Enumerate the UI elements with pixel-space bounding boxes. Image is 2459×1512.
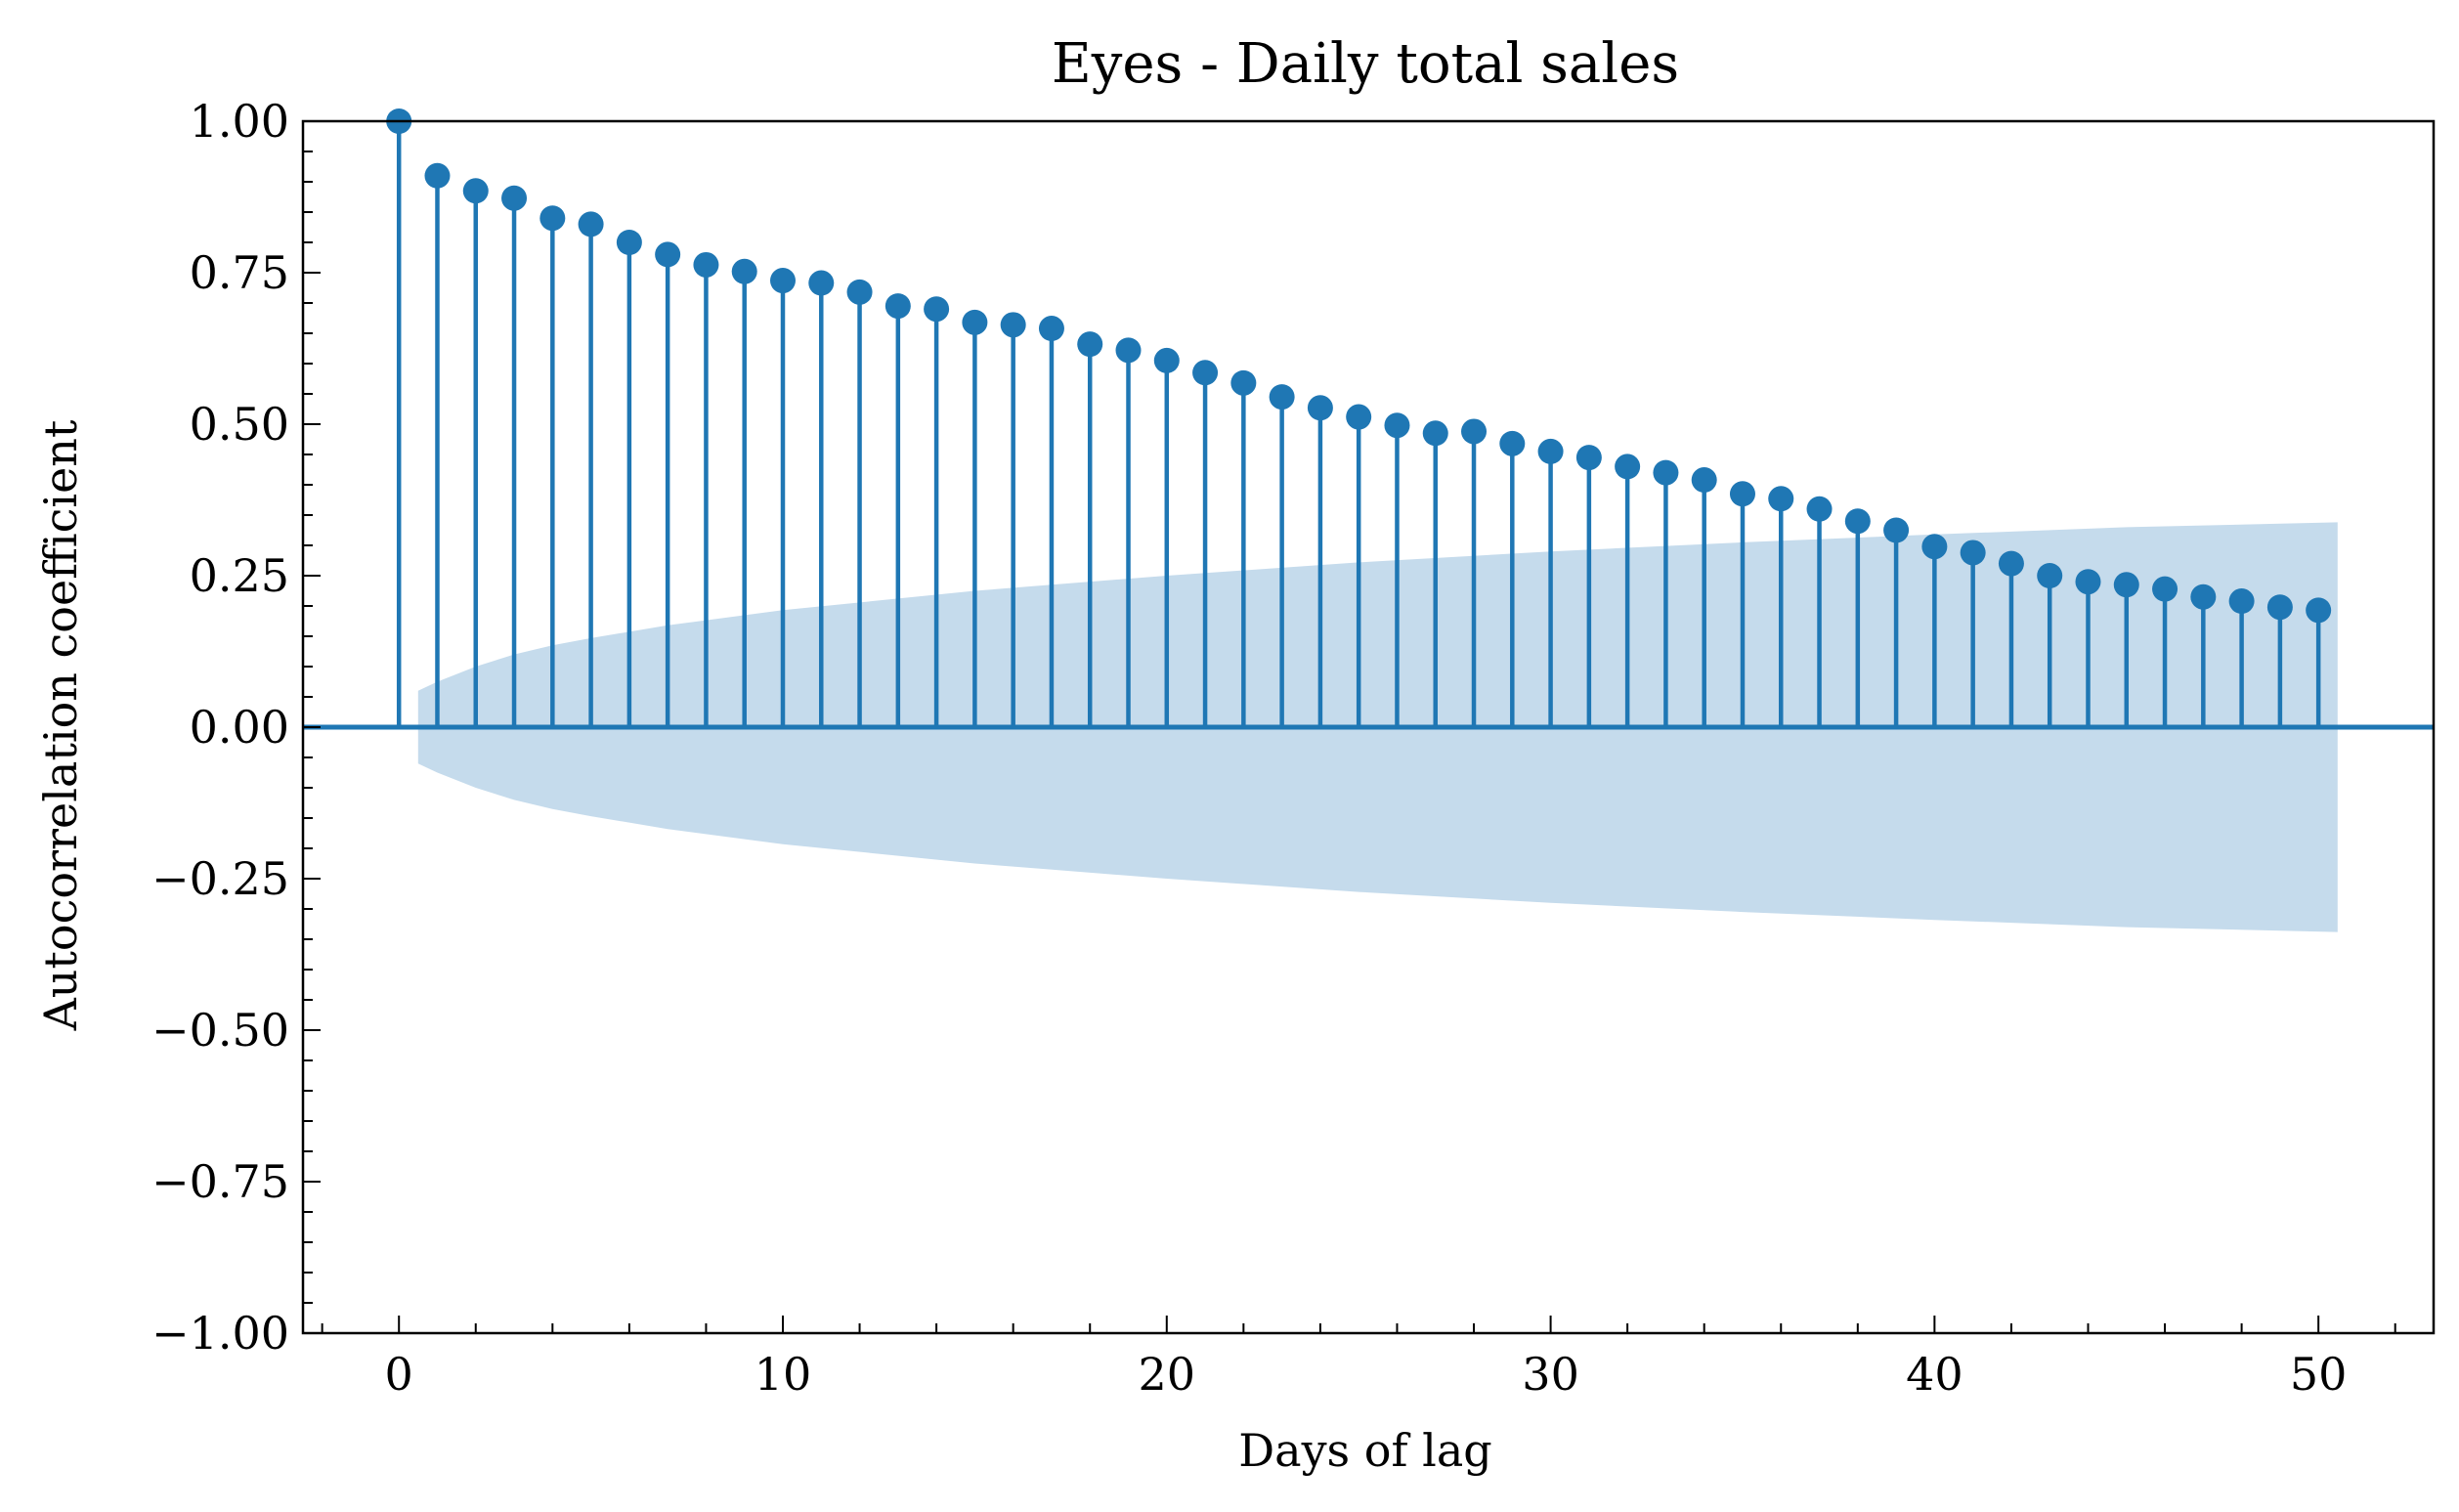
marker-lag-46	[2152, 576, 2179, 602]
x-tick-label: 10	[755, 1348, 812, 1401]
chart-title: Eyes - Daily total sales	[1052, 32, 1679, 96]
marker-lag-43	[2037, 563, 2063, 588]
y-axis-label: Autocorrelation coefficient	[34, 419, 87, 1031]
x-tick-labels: 0 10 20 30 40 50	[385, 1348, 2348, 1401]
marker-lag-42	[1998, 550, 2024, 577]
marker-lag-28	[1461, 418, 1488, 445]
marker-lag-32	[1615, 454, 1641, 480]
marker-lag-16	[1000, 312, 1026, 338]
marker-lag-1	[424, 162, 451, 189]
marker-lag-26	[1384, 412, 1410, 439]
x-tick-label: 0	[385, 1348, 413, 1401]
marker-lag-48	[2228, 588, 2255, 615]
marker-lag-4	[539, 205, 566, 232]
marker-lag-3	[501, 185, 528, 211]
marker-lag-39	[1883, 517, 1910, 543]
marker-lag-10	[769, 268, 796, 294]
marker-lag-7	[655, 241, 681, 268]
x-tick-label: 20	[1139, 1348, 1196, 1401]
marker-lag-17	[1038, 316, 1064, 342]
marker-lag-25	[1346, 404, 1372, 430]
y-tick-label: 0.00	[190, 701, 289, 754]
marker-lag-35	[1729, 481, 1755, 507]
marker-lag-24	[1307, 395, 1333, 421]
marker-lag-41	[1960, 540, 1986, 566]
marker-lag-33	[1653, 459, 1679, 486]
y-tick-label: 1.00	[190, 95, 289, 148]
marker-lag-29	[1499, 430, 1526, 456]
x-tick-label: 40	[1906, 1348, 1963, 1401]
marker-lag-37	[1806, 496, 1833, 522]
y-tick-label: 0.25	[190, 549, 289, 602]
marker-lag-22	[1230, 369, 1257, 396]
marker-lag-20	[1153, 347, 1180, 373]
marker-lag-30	[1537, 438, 1564, 464]
marker-lag-19	[1115, 337, 1142, 364]
marker-lag-21	[1192, 360, 1219, 386]
y-tick-label: −0.25	[151, 852, 289, 905]
marker-lag-36	[1768, 486, 1794, 512]
x-tick-label: 30	[1522, 1348, 1579, 1401]
marker-lag-38	[1844, 508, 1871, 535]
marker-lag-27	[1422, 420, 1448, 447]
marker-lag-34	[1691, 467, 1717, 494]
markers-layer	[386, 108, 2332, 624]
marker-lag-15	[962, 309, 988, 335]
marker-lag-13	[884, 293, 911, 320]
marker-lag-31	[1575, 445, 1602, 471]
y-tick-label: −1.00	[151, 1307, 289, 1360]
y-tick-label: 0.75	[190, 246, 289, 299]
y-tick-label: 0.50	[190, 398, 289, 451]
marker-lag-44	[2075, 569, 2101, 595]
marker-lag-5	[578, 211, 604, 238]
marker-lag-23	[1269, 384, 1295, 410]
marker-lag-18	[1077, 331, 1103, 358]
marker-lag-50	[2306, 597, 2332, 624]
stems-layer	[396, 121, 2321, 727]
marker-lag-40	[1921, 534, 1948, 560]
y-tick-label: −0.50	[151, 1004, 289, 1057]
marker-lag-11	[808, 270, 835, 296]
x-axis-label: Days of lag	[1238, 1424, 1491, 1477]
marker-lag-12	[846, 279, 873, 305]
marker-lag-14	[924, 296, 950, 323]
marker-lag-8	[693, 251, 719, 278]
axes-layer	[301, 119, 2436, 1335]
y-tick-label: −0.75	[151, 1155, 289, 1208]
marker-lag-2	[462, 178, 489, 204]
x-tick-label: 50	[2290, 1348, 2348, 1401]
marker-lag-6	[616, 230, 642, 255]
marker-lag-47	[2190, 583, 2217, 610]
marker-lag-49	[2266, 594, 2293, 621]
marker-lag-9	[731, 258, 757, 284]
marker-lag-45	[2113, 572, 2139, 598]
y-tick-labels: −1.00 −0.75 −0.50 −0.25 0.00 0.25 0.50 0.75 1.00	[151, 95, 289, 1360]
